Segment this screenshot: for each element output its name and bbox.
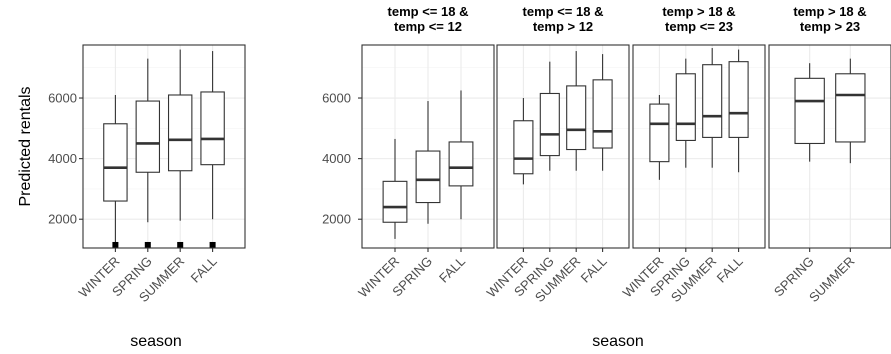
box-fall — [200, 51, 225, 248]
box-iqr — [135, 100, 161, 173]
facet-title-line: temp > 12 — [533, 19, 593, 34]
box-iqr — [103, 123, 128, 202]
box-iqr — [448, 141, 474, 187]
box-summer — [835, 58, 866, 164]
box-iqr — [675, 73, 696, 141]
x-axis-title: season — [130, 333, 182, 350]
y-tick-label: 4000 — [322, 151, 351, 166]
outlier-point — [209, 241, 216, 248]
outlier-point — [112, 241, 119, 248]
box-summer — [566, 51, 587, 171]
y-tick-label: 6000 — [48, 91, 77, 106]
box-fall — [448, 90, 474, 220]
facet-title-line: temp > 23 — [800, 19, 860, 34]
box-iqr — [794, 77, 825, 145]
x-tick-label: FALL — [578, 254, 610, 286]
facet-title-line: temp <= 23 — [665, 19, 733, 34]
chart-1: Predicted rentals 2000 4000 6000 season WINTE… — [17, 44, 246, 350]
box-summer — [702, 48, 723, 168]
box-iqr — [702, 64, 723, 138]
box-iqr — [382, 180, 408, 223]
facet-title-line: temp <= 18 & — [523, 4, 604, 19]
box-fall — [592, 54, 613, 171]
box-iqr — [539, 92, 560, 157]
box-winter — [649, 94, 670, 180]
box-iqr — [835, 73, 866, 143]
outlier-point — [144, 241, 151, 248]
panel-border — [632, 44, 766, 249]
facet-title-line: temp <= 18 & — [388, 4, 469, 19]
box-iqr — [513, 120, 534, 175]
box-spring — [794, 63, 825, 162]
box-spring — [539, 61, 560, 171]
x-tick-label: FALL — [714, 254, 746, 286]
box-iqr — [728, 61, 749, 138]
box-winter — [513, 98, 534, 185]
box-fall — [728, 49, 749, 173]
x-axis-title: season — [592, 333, 644, 350]
box-iqr — [200, 91, 225, 166]
y-tick-label: 6000 — [322, 91, 351, 106]
box-iqr — [415, 150, 441, 204]
panel-border — [82, 44, 246, 249]
x-tick-label: FALL — [436, 254, 468, 286]
y-tick-label: 2000 — [322, 212, 351, 227]
box-iqr — [566, 85, 587, 151]
facet-title-line: temp <= 12 — [394, 19, 462, 34]
box-iqr — [592, 79, 613, 149]
box-iqr — [167, 94, 193, 172]
y-tick-label: 4000 — [48, 151, 77, 166]
box-spring — [415, 101, 441, 224]
y-axis-title: Predicted rentals — [17, 86, 34, 206]
box-spring — [135, 58, 161, 248]
panel-border — [768, 44, 891, 249]
box-iqr — [649, 103, 670, 163]
box-summer — [167, 49, 193, 248]
x-tick-label: FALL — [188, 254, 220, 286]
box-winter — [382, 138, 408, 239]
panel-border — [496, 44, 630, 249]
outlier-point — [177, 241, 184, 248]
box-winter — [103, 94, 128, 248]
facet-title-line: temp > 18 & — [662, 4, 735, 19]
facet-title-line: temp > 18 & — [793, 4, 866, 19]
y-tick-label: 2000 — [48, 212, 77, 227]
box-spring — [675, 58, 696, 168]
